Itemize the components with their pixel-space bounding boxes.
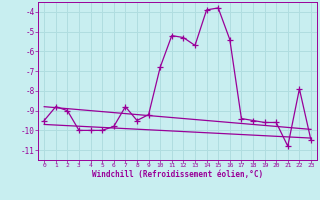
X-axis label: Windchill (Refroidissement éolien,°C): Windchill (Refroidissement éolien,°C) [92,170,263,179]
